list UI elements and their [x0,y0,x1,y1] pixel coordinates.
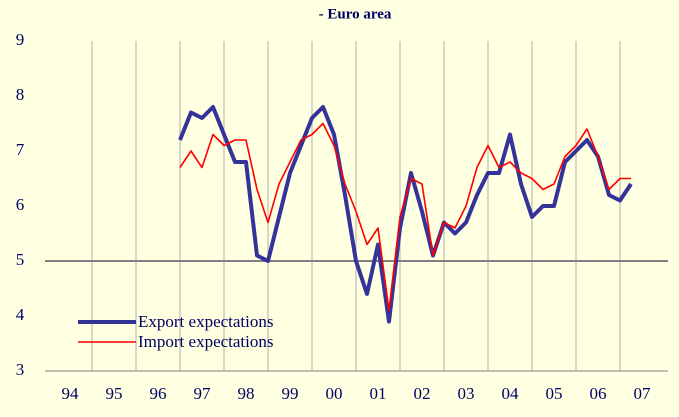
x-tick-label: 07 [634,384,652,403]
data-line [179,122,631,312]
legend-label: Export expectations [138,312,274,331]
x-tick-label: 01 [370,384,387,403]
x-tick-label: 95 [106,384,123,403]
x-tick-label: 97 [194,384,212,403]
legend-label: Import expectations [138,332,274,351]
x-tick-label: 03 [458,384,475,403]
x-tick-label: 96 [150,384,167,403]
y-tick-label: 8 [16,85,25,104]
x-tick-label: 06 [590,384,607,403]
y-tick-label: 3 [16,360,25,379]
chart-title: - Euro area [319,6,392,22]
x-tick-label: 04 [502,384,520,403]
x-tick-label: 99 [282,384,299,403]
x-tick-label: 94 [62,384,80,403]
y-tick-label: 9 [16,30,25,49]
y-tick-label: 6 [16,195,25,214]
x-tick-label: 02 [414,384,431,403]
y-tick-label: 5 [16,250,25,269]
x-tick-label: 98 [238,384,255,403]
y-tick-label: 4 [16,305,25,324]
x-tick-label: 05 [546,384,563,403]
x-tick-label: 00 [326,384,343,403]
y-tick-label: 7 [16,140,25,159]
